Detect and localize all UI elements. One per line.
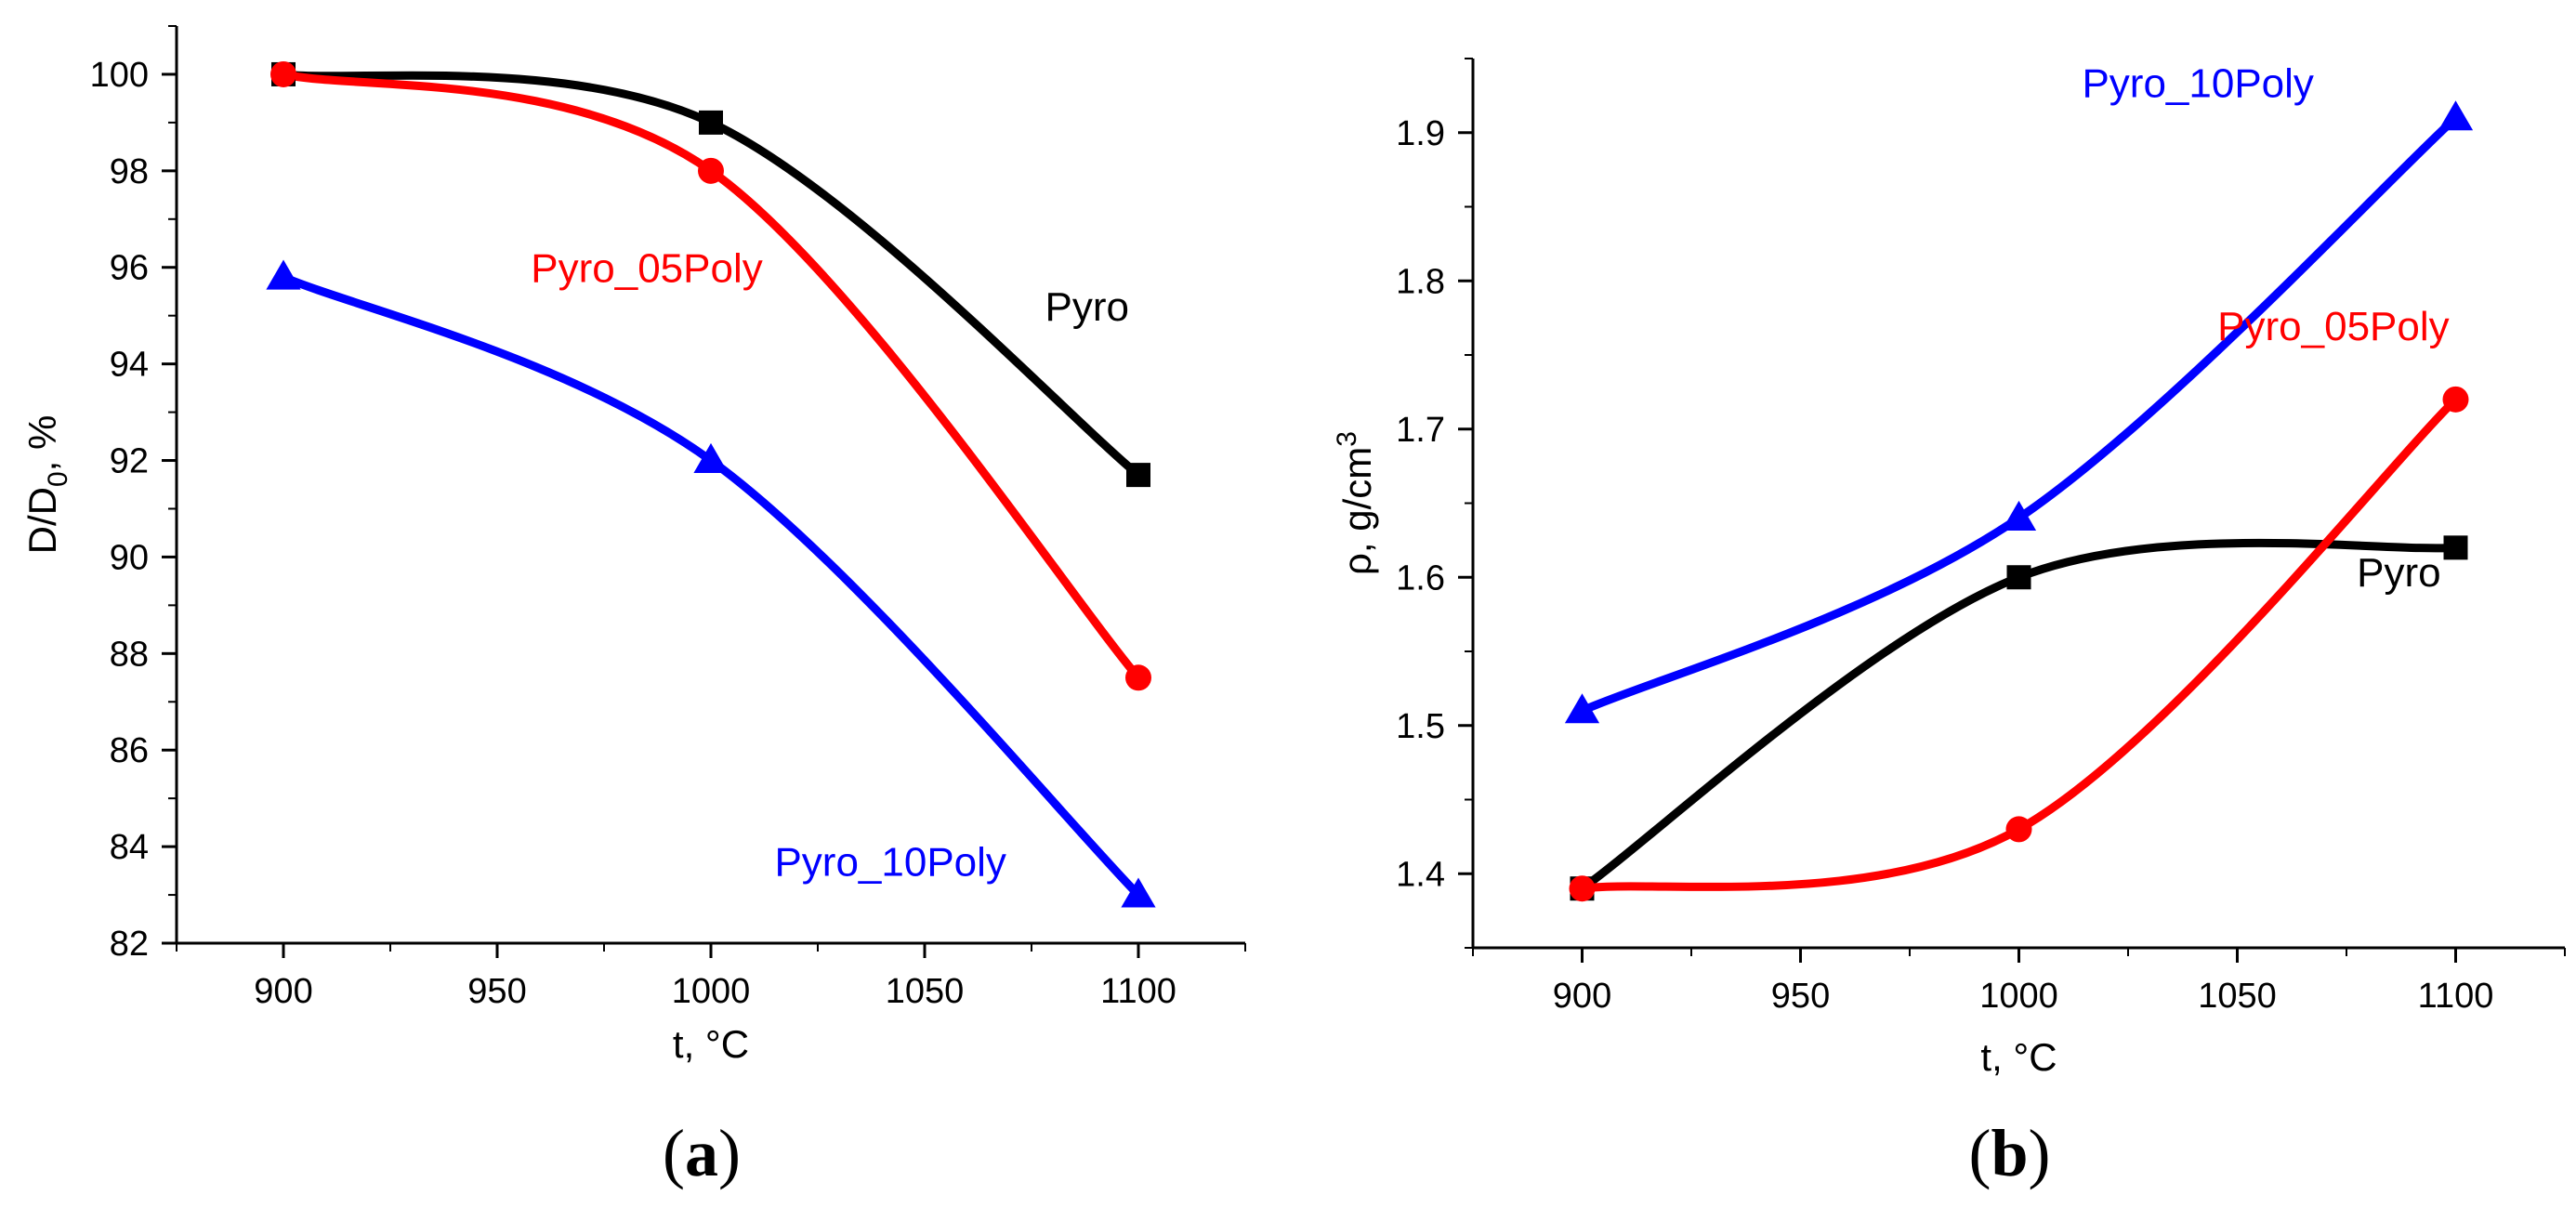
panel-b-label-letter: b bbox=[1991, 1116, 2028, 1190]
panel-b-y-tick-label: 1.4 bbox=[1396, 855, 1445, 894]
panel-b-series-label-pyro-05poly: Pyro_05Poly bbox=[2217, 304, 2449, 349]
panel-b-x-tick-label: 950 bbox=[1771, 977, 1830, 1016]
panel-a-x-tick-label: 900 bbox=[254, 972, 312, 1011]
panel-a-label: (a) bbox=[663, 1116, 741, 1190]
panel-a-series-pyro-point bbox=[699, 110, 723, 135]
panel-a-x-tick-label: 1100 bbox=[1100, 972, 1176, 1011]
panel-a-x-tick-label: 1000 bbox=[672, 972, 751, 1011]
panel-a-y-tick-label: 84 bbox=[110, 828, 149, 867]
panel-b-series-pyro-05poly-line bbox=[1578, 395, 2460, 893]
panel-b-label: (b) bbox=[1968, 1116, 2050, 1190]
panel-b-series-pyro-05poly-point bbox=[2442, 386, 2469, 413]
panel-a-y-tick-label: 90 bbox=[110, 538, 149, 577]
panel-b-series-pyro-10poly-point bbox=[1564, 693, 1600, 724]
panel-b-series-pyro-10poly-point bbox=[2438, 100, 2474, 131]
panel-a-y-label-sub: 0 bbox=[43, 471, 73, 487]
panel-b-y-tick-label: 1.5 bbox=[1396, 707, 1445, 746]
panel-a-series-pyro-10poly-point bbox=[266, 259, 301, 290]
panel-b-y-label-sup: 3 bbox=[1332, 431, 1362, 447]
panel-a-series-pyro-point bbox=[1126, 463, 1150, 488]
panel-b-annotations: Pyro Pyro_05Poly Pyro_10Poly bbox=[2082, 60, 2449, 595]
panel-a-y-label-tail: , % bbox=[20, 415, 64, 472]
panel-b-x-axis-label: t, °C bbox=[1980, 1035, 2057, 1079]
panel-b-y-tick-label: 1.7 bbox=[1396, 411, 1445, 450]
panel-a-y-axis-label: D/D0, % bbox=[20, 415, 73, 555]
panel-b-label-open: ( bbox=[1968, 1116, 1991, 1190]
panel-a-series-pyro-10poly-line bbox=[279, 272, 1143, 899]
panel-b-markers bbox=[1564, 100, 2474, 902]
panel-a-y-tick-label: 96 bbox=[110, 249, 149, 288]
panel-b-axes: 900 950 1000 1050 1100 1.4 1.5 1.6 1.7 1.8 1.9 bbox=[1396, 58, 2566, 1016]
panel-a-series-pyro-05poly-line bbox=[279, 70, 1143, 682]
panel-b-y-tick-label: 1.9 bbox=[1396, 114, 1445, 153]
panel-a-series-pyro-10poly-point bbox=[1121, 877, 1156, 908]
panel-a-series-pyro-05poly-point bbox=[270, 60, 296, 87]
panel-b-y-axis-label: ρ, g/cm3 bbox=[1332, 431, 1379, 575]
panel-b-y-label-main: ρ, g/cm bbox=[1335, 447, 1379, 575]
panel-a-y-tick-label: 94 bbox=[110, 346, 149, 385]
panel-b-x-tick-label: 1000 bbox=[1979, 977, 2058, 1016]
panel-a-series bbox=[279, 70, 1143, 899]
panel-a-series-pyro-05poly-point bbox=[698, 157, 724, 184]
panel-a-series-label-pyro: Pyro bbox=[1045, 284, 1129, 330]
panel-b-y-tick-label: 1.6 bbox=[1396, 558, 1445, 597]
panel-b-label-close: ) bbox=[2029, 1116, 2051, 1190]
panel-a-series-label-pyro-05poly: Pyro_05Poly bbox=[531, 245, 762, 291]
panel-b-series-label-pyro: Pyro bbox=[2357, 550, 2440, 596]
panel-a-x-tick-label: 950 bbox=[467, 972, 526, 1011]
panel-a-axes: 900 950 1000 1050 1100 82 84 86 88 90 92 94 96 98 100 bbox=[90, 25, 1246, 1011]
panel-a-y-label-main: D/D bbox=[20, 487, 64, 554]
panel-b-series-pyro-05poly-point bbox=[1569, 875, 1596, 902]
panel-a-y-tick-label: 92 bbox=[110, 442, 149, 481]
panel-a-series-pyro-10poly-point bbox=[693, 442, 729, 474]
panel-b-series-label-pyro-10poly: Pyro_10Poly bbox=[2082, 60, 2313, 106]
panel-a-series-pyro-05poly-point bbox=[1125, 664, 1151, 691]
panel-b-series-pyro-10poly-point bbox=[2001, 500, 2037, 531]
panel-b: 900 950 1000 1050 1100 1.4 1.5 1.6 1.7 1.8 1.9 Pyr… bbox=[1332, 58, 2566, 1190]
panel-b-x-tick-label: 1050 bbox=[2198, 977, 2277, 1016]
panel-a-label-close: ) bbox=[718, 1116, 741, 1190]
panel-a-annotations: Pyro Pyro_05Poly Pyro_10Poly bbox=[531, 245, 1129, 885]
panel-a-label-open: ( bbox=[663, 1116, 685, 1190]
panel-a-y-tick-label: 100 bbox=[90, 56, 149, 95]
panel-a-series-label-pyro-10poly: Pyro_10Poly bbox=[774, 839, 1005, 885]
panel-b-series-pyro-05poly-point bbox=[2005, 816, 2032, 843]
panel-b-series-pyro-point bbox=[2006, 565, 2031, 590]
panel-a-y-tick-label: 86 bbox=[110, 731, 149, 770]
panel-b-x-tick-label: 900 bbox=[1553, 977, 1611, 1016]
panel-a: 900 950 1000 1050 1100828486889092949698100 … bbox=[20, 25, 1246, 1190]
panel-a-label-letter: a bbox=[685, 1116, 718, 1190]
panel-a-y-tick-label: 98 bbox=[110, 152, 149, 191]
panel-a-x-axis-label: t, °C bbox=[673, 1022, 749, 1066]
panel-b-series-pyro-point bbox=[2443, 535, 2468, 560]
panel-a-markers bbox=[266, 60, 1156, 908]
panel-b-y-tick-label: 1.8 bbox=[1396, 262, 1445, 301]
panel-a-y-tick-label: 88 bbox=[110, 635, 149, 674]
panel-a-y-tick-label: 82 bbox=[110, 925, 149, 964]
panel-b-series-pyro-10poly-line bbox=[1578, 113, 2460, 716]
panel-b-x-tick-label: 1100 bbox=[2418, 977, 2494, 1016]
panel-a-x-tick-label: 1050 bbox=[886, 972, 965, 1011]
